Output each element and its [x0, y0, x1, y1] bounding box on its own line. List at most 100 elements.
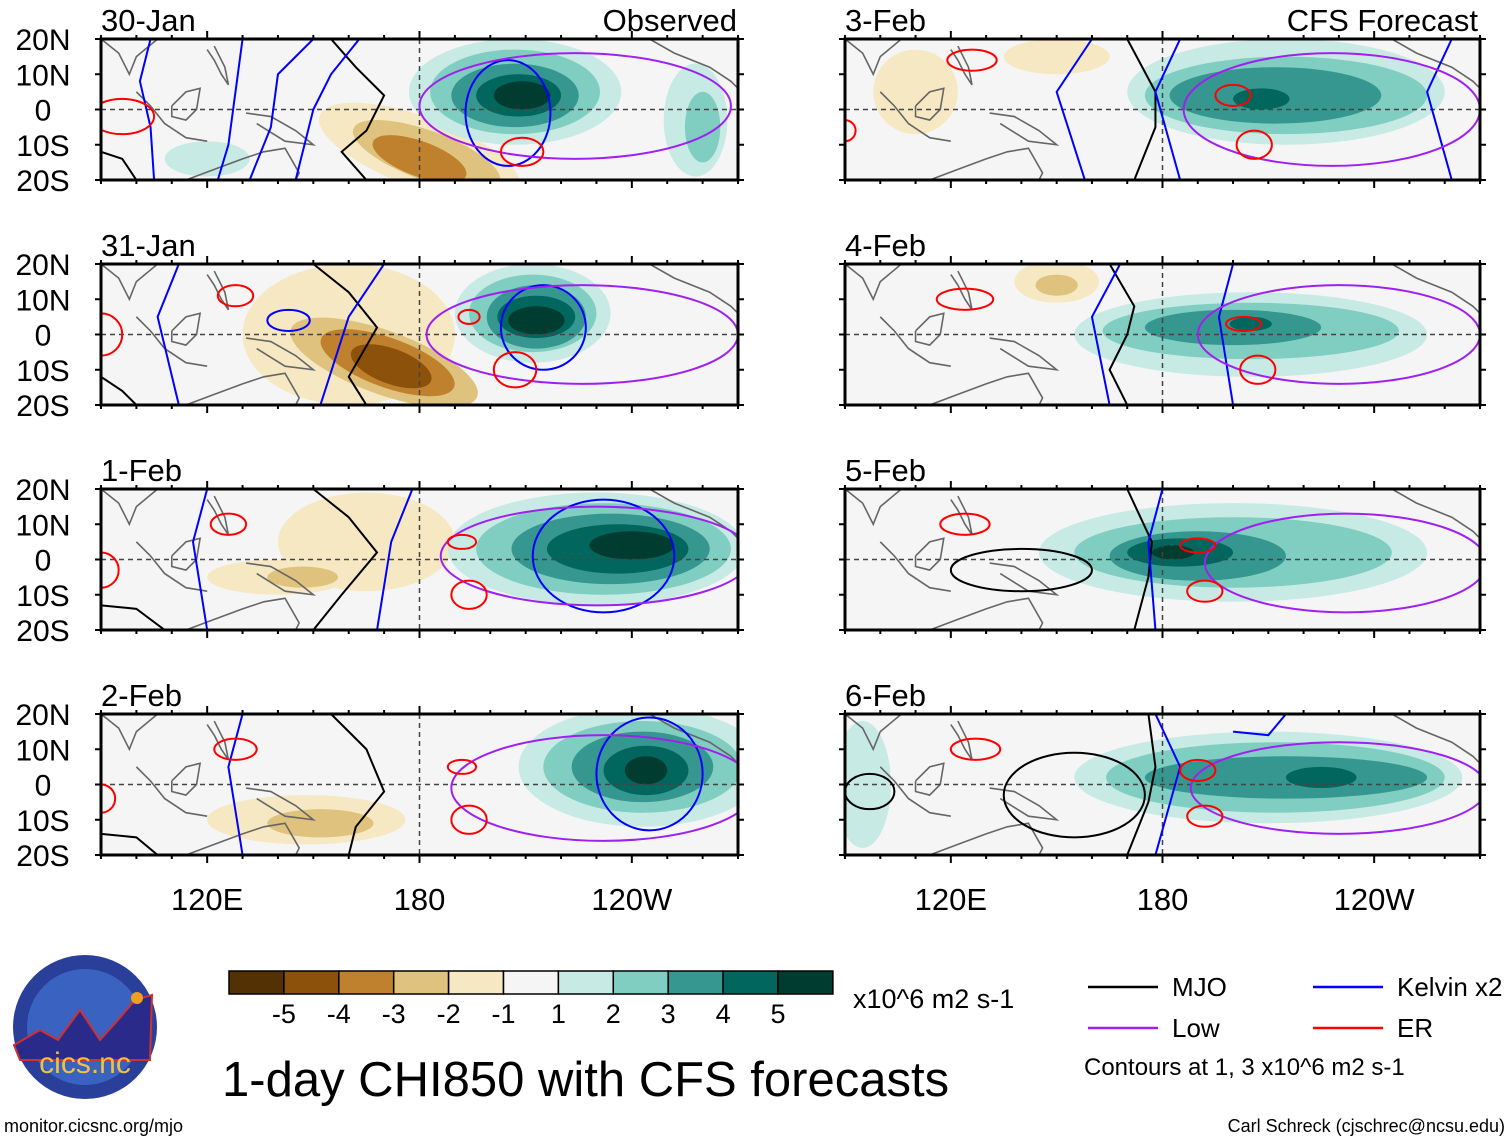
- url-text[interactable]: monitor.cicsnc.org/mjo: [4, 1116, 183, 1136]
- er-contour: [1214, 83, 1252, 107]
- lon-label: 120E: [915, 882, 987, 917]
- chi-anomaly-shading: [507, 306, 565, 335]
- coastline: [1391, 39, 1480, 89]
- lat-label: 0: [35, 320, 52, 353]
- chi-anomaly-shading: [1003, 39, 1110, 75]
- coastline: [879, 91, 951, 143]
- lat-label: 0: [35, 770, 52, 803]
- lat-label: 10N: [15, 734, 70, 767]
- panel-date: 5-Feb: [845, 453, 926, 488]
- colorbar-swatch: [447, 970, 505, 995]
- coastline: [649, 264, 738, 314]
- chi-anomaly-shading: [1035, 274, 1078, 296]
- lon-label: 180: [1137, 882, 1189, 917]
- lat-label: 20S: [16, 165, 69, 198]
- lat-label: 20S: [16, 390, 69, 423]
- kelvin-contour: [499, 284, 587, 371]
- lat-label: 10S: [16, 130, 69, 163]
- colorbar-swatch: [557, 970, 615, 995]
- mjo-contour: [101, 604, 166, 630]
- low-contour: [439, 505, 738, 607]
- coastline: [950, 45, 973, 86]
- mjo-contour: [330, 39, 386, 180]
- lon-label: 120E: [171, 882, 243, 917]
- coastline: [879, 766, 951, 818]
- coastline: [245, 337, 317, 371]
- map-panel: 5-Feb: [839, 453, 1486, 638]
- contour-legend: MJO Kelvin x2 Low ER: [1088, 972, 1503, 1043]
- colorbar-swatch: [667, 970, 724, 995]
- kelvin-contour: [1147, 489, 1164, 630]
- panel-date: 3-Feb: [845, 3, 926, 38]
- coastline: [914, 87, 945, 121]
- colorbar-swatch: [777, 970, 834, 995]
- colorbar-tick-label: -1: [491, 999, 515, 1029]
- colorbar-tick-label: 2: [606, 999, 621, 1029]
- panel-date: 2-Feb: [101, 678, 182, 713]
- coastline: [845, 489, 902, 527]
- coastline: [1391, 714, 1480, 764]
- lat-label: 10N: [15, 509, 70, 542]
- panel-content: [845, 264, 1480, 405]
- legend-label: Kelvin x2: [1397, 972, 1503, 1002]
- coastline: [914, 762, 945, 796]
- coastline: [929, 147, 1044, 180]
- panel-content: [101, 39, 738, 180]
- coastline: [929, 597, 1044, 630]
- mjo-contour: [101, 150, 138, 180]
- colorbar-swatch: [722, 970, 779, 995]
- er-contour: [101, 783, 117, 814]
- chi-anomaly-shading: [1229, 316, 1272, 331]
- er-contour: [1186, 579, 1224, 603]
- mjo-contour: [101, 375, 138, 405]
- er-contour: [209, 512, 248, 536]
- er-contour: [446, 533, 478, 550]
- chi-anomaly-shading: [624, 756, 668, 785]
- er-contour: [457, 308, 481, 325]
- lat-label: 20S: [16, 840, 69, 873]
- er-contour: [446, 758, 478, 775]
- kelvin-contour: [1154, 39, 1182, 180]
- colorbar-tick-label: 1: [551, 999, 566, 1029]
- er-contour: [949, 737, 1002, 761]
- legend-label: ER: [1397, 1013, 1433, 1043]
- legend-label: Low: [1172, 1013, 1220, 1043]
- coastline: [185, 147, 301, 180]
- low-contour: [1196, 284, 1480, 385]
- coastline: [206, 45, 230, 86]
- coastline: [101, 714, 159, 752]
- chi-anomaly-shading: [1233, 88, 1290, 110]
- mjo-contour: [1108, 264, 1136, 405]
- chi-anomaly-shading: [493, 81, 551, 110]
- colorbar-tick-label: -4: [327, 999, 351, 1029]
- chi-anomaly-shading: [1151, 545, 1195, 560]
- mjo-contour: [312, 264, 379, 405]
- mjo-contour: [312, 489, 379, 630]
- mjo-contour: [1126, 39, 1157, 180]
- kelvin-contour: [1090, 264, 1122, 405]
- logo-text: cics.nc: [39, 1047, 131, 1080]
- coastline: [135, 91, 208, 143]
- coastline: [101, 489, 159, 527]
- chi-anomaly-shading: [267, 566, 339, 588]
- mjo-contour: [1002, 751, 1146, 839]
- chi-anomaly-shading: [684, 91, 721, 163]
- contour-note: Contours at 1, 3 x10^6 m2 s-1: [1084, 1054, 1405, 1081]
- coastline: [245, 562, 317, 596]
- er-contour: [450, 804, 488, 835]
- lat-label: 10N: [15, 59, 70, 92]
- er-contour: [1179, 758, 1217, 782]
- mjo-contour: [330, 714, 386, 855]
- colorbar-swatch: [502, 970, 560, 995]
- panel-date: 1-Feb: [101, 453, 182, 488]
- lat-label: 20N: [15, 699, 70, 732]
- kelvin-contour: [227, 714, 244, 855]
- lat-label: 10N: [15, 284, 70, 317]
- coastline: [135, 541, 208, 593]
- map-panel: 4-Feb: [839, 228, 1486, 413]
- colorbar-swatch: [338, 970, 395, 995]
